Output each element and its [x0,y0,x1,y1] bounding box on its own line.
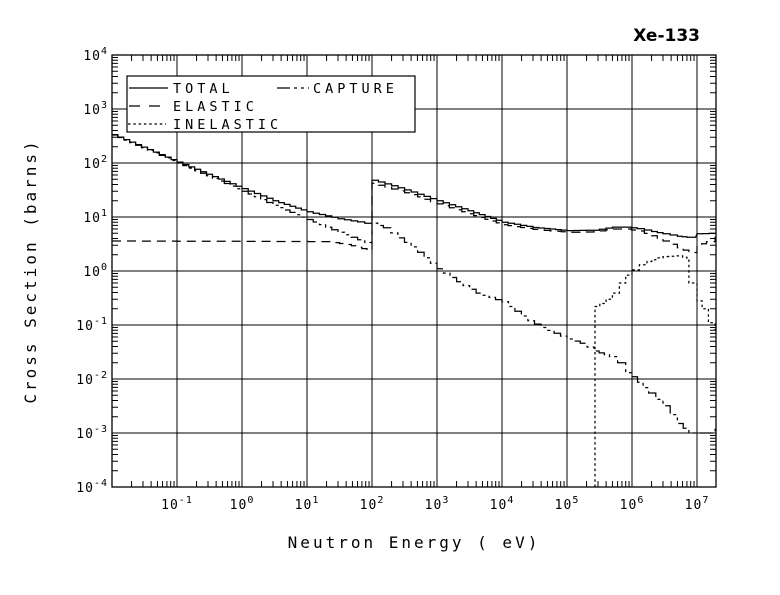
y-tick-label: 103 [83,100,108,118]
series-elastic-line [112,182,716,254]
x-tick-labels: 10-1 100 101 102 103 104 105 106 107 [161,495,710,513]
tick-layer [111,54,716,488]
x-axis-title: Neutron Energy ( eV) [288,533,541,552]
plot-frame [111,54,717,488]
y-tick-label: 10-2 [76,370,108,388]
y-tick-label: 10-3 [76,424,108,442]
x-tick-label: 10-1 [161,495,193,513]
grid-layer [112,55,716,487]
x-tick-label: 101 [295,495,320,513]
x-tick-label: 105 [555,495,580,513]
x-tick-label: 103 [425,495,450,513]
legend-label-total: TOTAL [173,81,234,97]
y-tick-label: 102 [83,154,108,172]
x-tick-label: 100 [230,495,255,513]
x-tick-label: 102 [360,495,385,513]
plot-title: Xe-133 [633,26,700,46]
y-tick-label: 104 [83,46,108,64]
series-total-line [112,133,716,238]
y-tick-label: 10-1 [76,316,108,334]
x-tick-label: 104 [490,495,515,513]
legend-label-capture: CAPTURE [313,81,398,97]
curve-layer [112,133,716,487]
y-tick-labels: 104 103 102 101 100 10-1 10-2 10-3 10-4 [76,46,108,496]
series-capture-line [112,134,716,434]
y-tick-label: 100 [83,262,108,280]
legend: TOTAL ELASTIC INELASTIC CAPTURE [126,75,416,133]
y-tick-label: 101 [83,208,108,226]
y-tick-label: 10-4 [76,478,108,496]
legend-label-inelastic: INELASTIC [173,117,282,133]
legend-label-elastic: ELASTIC [173,99,258,115]
x-tick-label: 107 [685,495,710,513]
legend-box [126,75,416,133]
y-axis-title: Cross Section (barns) [21,138,40,403]
x-tick-label: 106 [620,495,645,513]
